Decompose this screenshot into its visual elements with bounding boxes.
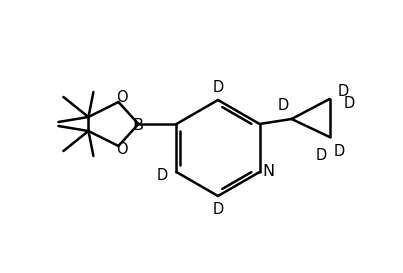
- Text: D: D: [212, 79, 224, 94]
- Text: B: B: [132, 117, 143, 132]
- Text: D: D: [278, 97, 289, 112]
- Text: D: D: [338, 84, 349, 99]
- Text: N: N: [262, 165, 274, 180]
- Text: O: O: [116, 143, 128, 158]
- Text: D: D: [344, 96, 355, 111]
- Text: D: D: [316, 147, 327, 162]
- Text: D: D: [212, 201, 224, 216]
- Text: O: O: [116, 91, 128, 105]
- Text: D: D: [334, 144, 345, 159]
- Text: D: D: [157, 168, 168, 183]
